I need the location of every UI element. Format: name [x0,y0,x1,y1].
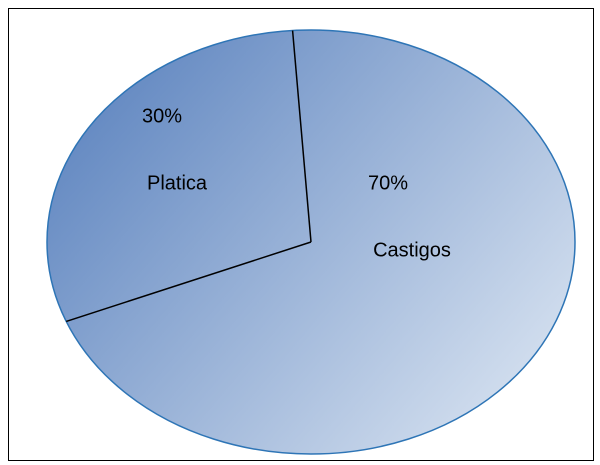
slice-divider [65,241,312,323]
pie-slice [47,30,312,322]
slice-divider [291,30,312,243]
value-label: 70% [368,172,408,194]
category-label: Platica [147,172,208,194]
category-label: Castigos [373,239,451,261]
value-label: 30% [142,105,182,127]
pie-outline [46,29,576,455]
pie-slice [66,30,576,454]
